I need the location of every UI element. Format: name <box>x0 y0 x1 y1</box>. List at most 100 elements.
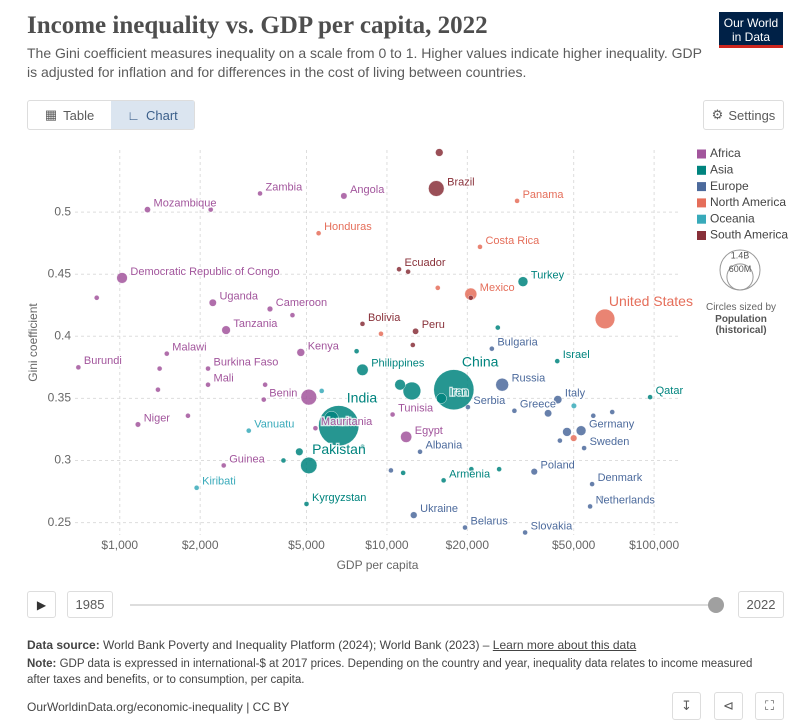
point-label: Panama <box>523 189 565 201</box>
point <box>522 529 528 536</box>
point <box>296 348 305 357</box>
tab-label: Table <box>63 107 95 123</box>
tab[interactable]: ∟ Chart <box>111 101 194 129</box>
legend-label: South America <box>710 228 788 242</box>
point-label: Kenya <box>308 340 340 352</box>
x-tick-label: $10,000 <box>365 538 409 552</box>
title: Income inequality vs. GDP per capita, 20… <box>27 12 488 39</box>
share-button[interactable]: ⊲ <box>714 692 743 720</box>
size-legend-circle <box>726 263 754 291</box>
point-label: Mexico <box>480 282 515 294</box>
point <box>319 388 325 394</box>
point <box>462 524 468 531</box>
legend-swatch <box>697 198 706 208</box>
point <box>389 411 396 418</box>
point <box>135 421 141 428</box>
legend-swatch <box>697 165 706 175</box>
y-tick-label: 0.5 <box>54 204 71 218</box>
timeline-end[interactable]: 2022 <box>738 591 784 618</box>
point <box>405 269 411 275</box>
point-label: Honduras <box>324 221 372 233</box>
point-label: Vanuatu <box>254 419 294 431</box>
point <box>435 285 441 291</box>
settings-label: Settings <box>728 107 776 123</box>
point <box>435 148 444 157</box>
point <box>295 447 304 456</box>
point-label: China <box>462 353 499 369</box>
point <box>257 190 263 197</box>
point <box>511 408 518 414</box>
source-text: World Bank Poverty and Inequality Platfo… <box>103 638 493 652</box>
point <box>396 266 402 272</box>
point-label: Poland <box>541 460 575 472</box>
point <box>262 382 268 388</box>
note-label: Note: <box>27 658 57 670</box>
point-label: Tunisia <box>398 402 434 414</box>
download-button[interactable]: ↧ <box>672 692 701 720</box>
point <box>417 449 423 455</box>
point <box>221 325 231 335</box>
point <box>303 501 310 507</box>
subtitle: The Gini coefficient measures inequality… <box>27 45 702 80</box>
logo-line: Our World <box>723 16 779 30</box>
point <box>144 206 151 213</box>
point <box>340 192 348 200</box>
point <box>428 180 445 197</box>
point <box>300 389 317 406</box>
timeline-track[interactable] <box>130 604 716 606</box>
point-label: Mauritania <box>321 416 373 428</box>
point <box>590 413 596 419</box>
x-tick-label: $2,000 <box>182 538 219 552</box>
point-label: Ecuador <box>405 257 446 269</box>
point-label: Niger <box>144 412 171 424</box>
point-label: Sweden <box>590 436 630 448</box>
tab[interactable]: ▦ Table <box>44 107 95 123</box>
point <box>156 365 163 372</box>
point-label: Armenia <box>449 468 491 480</box>
point <box>544 409 552 418</box>
point <box>589 481 595 487</box>
point <box>312 425 319 431</box>
point <box>75 364 82 371</box>
point <box>353 348 360 354</box>
timeline-start[interactable]: 1985 <box>67 591 113 618</box>
point-label: Angola <box>350 184 385 196</box>
point <box>359 444 366 450</box>
point-label: Belarus <box>471 515 509 527</box>
url[interactable]: OurWorldinData.org/economic-inequality |… <box>27 700 290 714</box>
point <box>495 324 501 331</box>
point-label: Kyrgyzstan <box>312 492 366 504</box>
source-link[interactable]: Learn more about this data <box>492 638 637 652</box>
chart: 0.25 0.3 0.35 0.4 0.45 0.5 $1,000 $2,000 $5,000 $… <box>26 146 788 572</box>
point <box>185 413 191 419</box>
legend-label: Asia <box>710 162 734 176</box>
point <box>324 411 339 426</box>
tab-label: Chart <box>145 107 178 123</box>
point <box>581 445 587 451</box>
y-tick-label: 0.45 <box>48 266 72 280</box>
point <box>557 437 563 444</box>
timeline-handle[interactable] <box>708 597 724 613</box>
point <box>315 230 322 236</box>
point <box>587 503 593 510</box>
point <box>410 511 418 519</box>
size-legend-label: 600M <box>729 264 752 274</box>
point-label: Bolivia <box>368 312 401 324</box>
point-label: Denmark <box>598 472 643 484</box>
settings-button[interactable]: ⚙ Settings <box>703 100 784 130</box>
fullscreen-button[interactable]: ⛶ <box>755 692 784 720</box>
point-label: Germany <box>589 419 635 431</box>
point <box>410 342 416 348</box>
point <box>400 470 406 476</box>
point-label: Greece <box>520 399 556 411</box>
point <box>359 321 366 327</box>
point-label: Burundi <box>84 355 122 367</box>
point-label: Zambia <box>266 181 304 193</box>
point-label: Russia <box>512 373 547 385</box>
point <box>193 485 200 491</box>
play-button[interactable]: ▶ <box>27 591 56 618</box>
x-tick-label: $1,000 <box>101 538 138 552</box>
points <box>75 148 653 536</box>
legend-label: Europe <box>710 179 749 193</box>
logo[interactable]: Our World in Data <box>719 12 783 48</box>
